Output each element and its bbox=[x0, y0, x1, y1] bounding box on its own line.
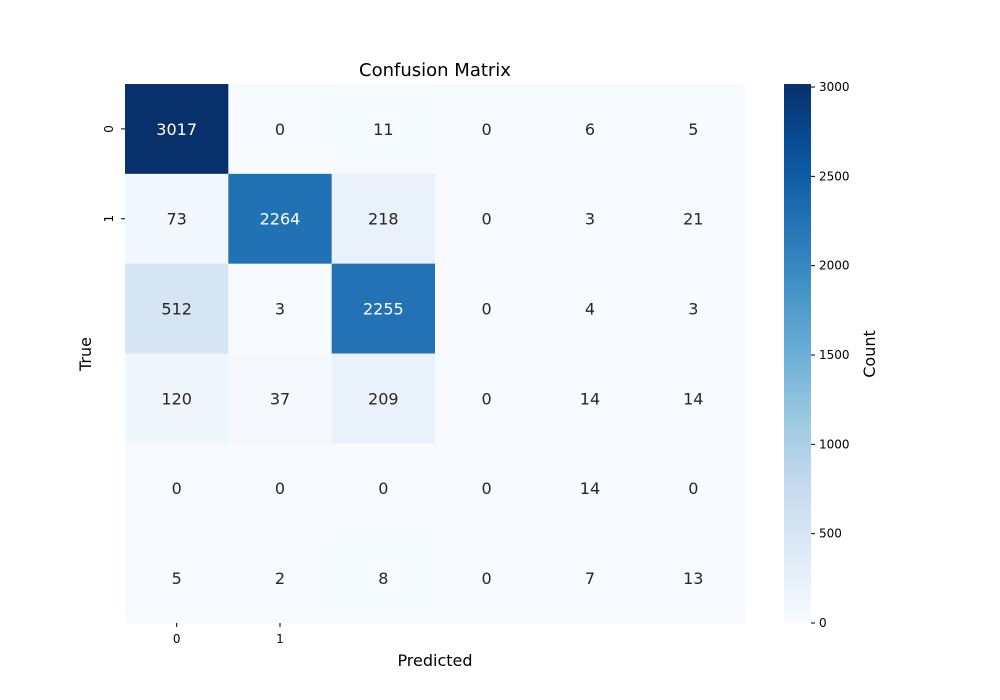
x-axis-label: Predicted bbox=[397, 651, 472, 670]
heatmap-cell bbox=[331, 443, 436, 534]
heatmap-cell bbox=[641, 84, 746, 175]
heatmap-cell bbox=[331, 533, 436, 624]
cell-value-label: 3 bbox=[275, 300, 285, 319]
chart-title: Confusion Matrix bbox=[359, 60, 511, 81]
y-tick-label: 0 bbox=[102, 125, 116, 133]
cell-value-label: 8 bbox=[378, 569, 388, 588]
y-tick-label: 1 bbox=[102, 215, 116, 223]
colorbar-tick-label: 0 bbox=[819, 616, 827, 630]
heatmap-cell bbox=[434, 353, 539, 444]
heatmap-cell bbox=[125, 173, 229, 265]
cell-value-label: 13 bbox=[683, 569, 703, 588]
colorbar-tick-label: 3000 bbox=[819, 80, 850, 94]
cell-value-label: 4 bbox=[585, 300, 595, 319]
cell-value-label: 6 bbox=[585, 120, 595, 139]
cell-value-label: 21 bbox=[683, 210, 703, 229]
heatmap-cells bbox=[125, 84, 746, 624]
heatmap-cell bbox=[538, 443, 643, 534]
heatmap-cell bbox=[434, 443, 539, 534]
cell-value-label: 0 bbox=[378, 479, 388, 498]
heatmap-cell bbox=[538, 263, 643, 354]
heatmap-cell bbox=[228, 173, 333, 265]
heatmap-cell bbox=[538, 84, 643, 175]
heatmap-cell bbox=[331, 353, 436, 444]
heatmap-cell bbox=[434, 173, 539, 265]
cell-value-label: 0 bbox=[482, 300, 492, 319]
cell-value-label: 14 bbox=[580, 389, 600, 408]
heatmap-cell bbox=[125, 84, 229, 175]
heatmap-cell bbox=[641, 173, 746, 265]
heatmap-cell bbox=[434, 84, 539, 175]
cell-value-label: 0 bbox=[275, 479, 285, 498]
cell-value-label: 2 bbox=[275, 569, 285, 588]
heatmap-cell bbox=[125, 443, 229, 534]
cell-value-label: 0 bbox=[482, 210, 492, 229]
cell-value-label: 0 bbox=[482, 479, 492, 498]
cell-value-label: 0 bbox=[172, 479, 182, 498]
heatmap-cell bbox=[641, 353, 746, 444]
colorbar bbox=[784, 84, 811, 623]
heatmap-cell bbox=[228, 443, 333, 534]
heatmap-cell bbox=[228, 263, 333, 354]
y-axis-label: True bbox=[76, 337, 95, 372]
cell-value-label: 2255 bbox=[363, 300, 404, 319]
cell-value-label: 5 bbox=[688, 120, 698, 139]
heatmap-cell bbox=[434, 263, 539, 354]
heatmap-cell bbox=[125, 353, 229, 444]
heatmap-cell bbox=[228, 353, 333, 444]
colorbar-tick-label: 2500 bbox=[819, 169, 850, 183]
heatmap-cell bbox=[228, 533, 333, 624]
colorbar-label: Count bbox=[860, 330, 879, 378]
cell-value-label: 3017 bbox=[156, 120, 197, 139]
colorbar-ticks: 0 500 1000 1500 2000 2500 3000 bbox=[811, 80, 850, 630]
cell-value-label: 209 bbox=[368, 389, 399, 408]
heatmap-cell bbox=[641, 263, 746, 354]
cell-value-label: 11 bbox=[373, 120, 393, 139]
x-tick-label: 1 bbox=[276, 632, 284, 646]
heatmap-cell bbox=[125, 533, 229, 624]
x-tick-label: 0 bbox=[173, 632, 181, 646]
colorbar-tick-label: 1000 bbox=[819, 437, 850, 451]
colorbar-tick-label: 2000 bbox=[819, 259, 850, 273]
heatmap-cell bbox=[538, 533, 643, 624]
heatmap-cell bbox=[331, 173, 436, 265]
cell-value-label: 120 bbox=[161, 389, 192, 408]
cell-value-label: 3 bbox=[688, 300, 698, 319]
heatmap-cell bbox=[538, 353, 643, 444]
heatmap-cell bbox=[641, 443, 746, 534]
heatmap-cell bbox=[434, 533, 539, 624]
heatmap-cell bbox=[641, 533, 746, 624]
cell-value-label: 218 bbox=[368, 210, 399, 229]
cell-value-label: 0 bbox=[482, 389, 492, 408]
heatmap-cell bbox=[331, 84, 436, 175]
heatmap-cell bbox=[538, 173, 643, 265]
heatmap-cell-labels: 3017 0 11 0 6 5 73 2264 218 0 3 21 512 3 2255 0 4 3 120 37 2… bbox=[156, 120, 703, 588]
cell-value-label: 3 bbox=[585, 210, 595, 229]
cell-value-label: 0 bbox=[482, 569, 492, 588]
heatmap-cell bbox=[331, 263, 436, 354]
cell-value-label: 512 bbox=[161, 300, 192, 319]
cell-value-label: 0 bbox=[688, 479, 698, 498]
cell-value-label: 5 bbox=[172, 569, 182, 588]
colorbar-tick-label: 500 bbox=[819, 527, 842, 541]
cell-value-label: 0 bbox=[482, 120, 492, 139]
cell-value-label: 7 bbox=[585, 569, 595, 588]
cell-value-label: 0 bbox=[275, 120, 285, 139]
y-axis-ticks: 01 bbox=[102, 125, 125, 223]
cell-value-label: 14 bbox=[683, 389, 703, 408]
heatmap-cell bbox=[125, 263, 229, 354]
cell-value-label: 2264 bbox=[260, 210, 301, 229]
cell-value-label: 73 bbox=[166, 210, 186, 229]
cell-value-label: 14 bbox=[580, 479, 600, 498]
cell-value-label: 37 bbox=[270, 389, 290, 408]
heatmap-cell bbox=[228, 84, 333, 175]
colorbar-tick-label: 1500 bbox=[819, 348, 850, 362]
